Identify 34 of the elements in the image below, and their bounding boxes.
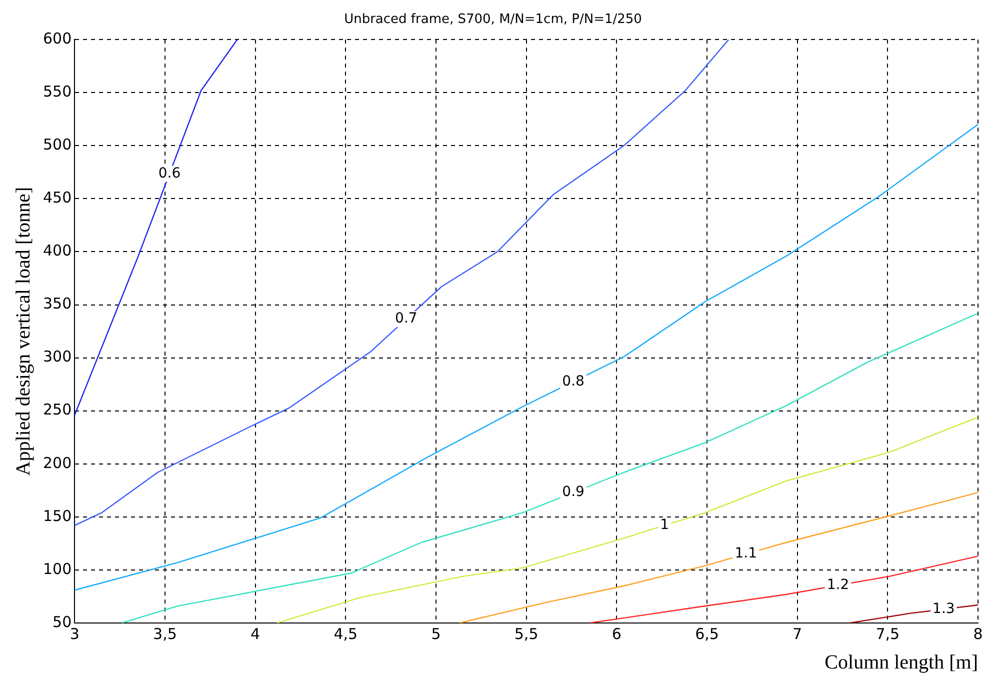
y-tick-label: 600: [42, 29, 72, 48]
x-tick-label: 3,5: [153, 624, 177, 643]
x-tick-label: 4,5: [334, 624, 358, 643]
series-label: 0.8: [562, 373, 584, 390]
series-label: 1.2: [826, 576, 850, 593]
x-tick-label: 5: [431, 624, 441, 643]
x-tick-label: 5,5: [514, 624, 538, 643]
y-tick-label: 250: [42, 400, 72, 419]
chart-title: Unbraced frame, S700, M/N=1cm, P/N=1/250: [344, 12, 642, 28]
y-tick-label: 50: [52, 612, 72, 631]
y-tick-label: 150: [42, 506, 72, 525]
y-tick-label: 400: [42, 242, 72, 260]
x-axis-title: Column length [m]: [824, 651, 978, 674]
x-tick-label: 6,5: [695, 624, 719, 643]
series-label: 0.6: [158, 165, 181, 182]
y-tick-label: 350: [42, 294, 72, 313]
x-tick-label: 3: [70, 624, 80, 643]
y-tick-label: 450: [42, 188, 72, 207]
y-axis-title: Applied design vertical load [tonne]: [12, 186, 34, 476]
series-label: 1.3: [932, 600, 955, 617]
y-tick-label: 550: [42, 82, 72, 101]
x-tick-label: 7: [792, 624, 802, 643]
x-tick-label: 8: [973, 624, 983, 643]
y-tick-label: 200: [42, 454, 72, 472]
y-tick-label: 100: [42, 560, 72, 578]
x-tick-label: 6: [612, 624, 622, 643]
x-tick-label: 4: [250, 624, 260, 643]
series-label: 0.7: [395, 310, 418, 327]
series-label: 0.9: [562, 484, 584, 500]
series-label: 1: [660, 517, 669, 534]
y-tick-label: 500: [42, 136, 72, 154]
y-tick-label: 300: [42, 348, 72, 366]
series-label: 1.1: [734, 546, 757, 562]
x-tick-label: 7,5: [876, 624, 900, 643]
